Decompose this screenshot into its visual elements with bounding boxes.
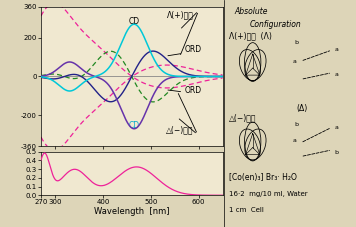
Text: b: b <box>294 122 298 127</box>
Text: ORD: ORD <box>184 86 201 95</box>
Text: a: a <box>293 59 297 64</box>
Text: [Co(en)₃] Br₃· H₂O: [Co(en)₃] Br₃· H₂O <box>229 173 297 182</box>
Text: CD: CD <box>129 17 140 26</box>
Text: Λ(+)一体: Λ(+)一体 <box>167 11 194 20</box>
Text: △(−)一体: △(−)一体 <box>166 126 194 135</box>
Text: CD: CD <box>129 121 140 130</box>
X-axis label: Wavelength  [nm]: Wavelength [nm] <box>94 207 169 216</box>
Text: ORD: ORD <box>184 45 201 54</box>
Text: Configuration: Configuration <box>250 20 302 30</box>
Text: 1 cm  Cell: 1 cm Cell <box>229 207 264 212</box>
Text: (Δ): (Δ) <box>297 104 308 114</box>
Text: Λ(+)一体  (Λ): Λ(+)一体 (Λ) <box>229 32 272 41</box>
Text: △(−)一体: △(−)一体 <box>229 114 256 123</box>
Text: b: b <box>335 150 339 155</box>
Text: 16·2  mg/10 ml, Water: 16·2 mg/10 ml, Water <box>229 191 308 197</box>
Text: a: a <box>335 125 339 130</box>
Text: a: a <box>293 138 297 143</box>
Text: a: a <box>335 72 339 77</box>
Text: a: a <box>335 47 339 52</box>
Text: b: b <box>294 40 298 45</box>
Text: Absolute: Absolute <box>234 7 268 16</box>
